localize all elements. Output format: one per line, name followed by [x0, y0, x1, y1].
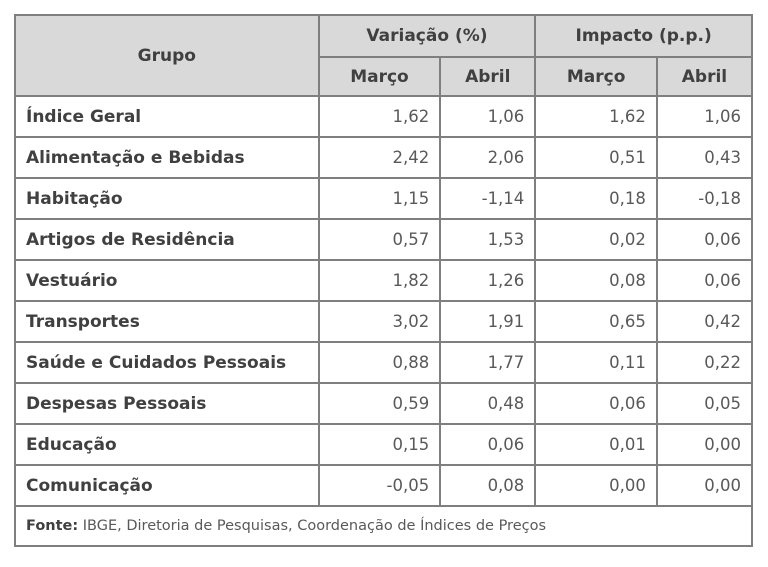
header-impact-april: Abril	[655, 56, 754, 97]
cell-value: 0,22	[655, 341, 754, 384]
row-label: Alimentação e Bebidas	[14, 136, 320, 179]
table-row: Artigos de Residência 0,57 1,53 0,02 0,0…	[14, 218, 754, 261]
cell-value: 0,00	[534, 464, 658, 507]
row-label: Educação	[14, 423, 320, 466]
table-row: Habitação 1,15 -1,14 0,18 -0,18	[14, 177, 754, 220]
cell-value: 0,00	[655, 423, 754, 466]
table-row: Despesas Pessoais 0,59 0,48 0,06 0,05	[14, 382, 754, 425]
header-impact-march: Março	[534, 56, 658, 97]
table-body: Índice Geral 1,62 1,06 1,62 1,06 Aliment…	[14, 95, 754, 507]
table-row: Vestuário 1,82 1,26 0,08 0,06	[14, 259, 754, 302]
cell-value: 1,06	[439, 95, 537, 138]
cell-value: 0,11	[534, 341, 658, 384]
ipca-table-container: Grupo Variação (%) Impacto (p.p.) Março …	[14, 14, 754, 547]
row-label: Índice Geral	[14, 95, 320, 138]
cell-value: 1,53	[439, 218, 537, 261]
cell-value: 0,00	[655, 464, 754, 507]
table-row: Educação 0,15 0,06 0,01 0,00	[14, 423, 754, 466]
cell-value: 0,57	[317, 218, 442, 261]
cell-value: -0,05	[317, 464, 442, 507]
cell-value: 0,05	[655, 382, 754, 425]
table-row: Transportes 3,02 1,91 0,65 0,42	[14, 300, 754, 343]
cell-value: 3,02	[317, 300, 442, 343]
cell-value: 0,06	[655, 218, 754, 261]
cell-value: 0,06	[655, 259, 754, 302]
ipca-groups-table: Grupo Variação (%) Impacto (p.p.) Março …	[14, 14, 754, 547]
source-label: Fonte:	[26, 518, 79, 534]
cell-value: 0,65	[534, 300, 658, 343]
cell-value: 0,02	[534, 218, 658, 261]
cell-value: 0,43	[655, 136, 754, 179]
row-label: Comunicação	[14, 464, 320, 507]
row-label: Artigos de Residência	[14, 218, 320, 261]
cell-value: 0,15	[317, 423, 442, 466]
header-group: Grupo	[14, 14, 320, 97]
header-variation: Variação (%)	[317, 14, 537, 58]
cell-value: 1,15	[317, 177, 442, 220]
cell-value: 0,08	[534, 259, 658, 302]
row-label: Saúde e Cuidados Pessoais	[14, 341, 320, 384]
row-label: Vestuário	[14, 259, 320, 302]
cell-value: 0,51	[534, 136, 658, 179]
table-header: Grupo Variação (%) Impacto (p.p.) Março …	[14, 14, 754, 97]
cell-value: 1,77	[439, 341, 537, 384]
table-row: Índice Geral 1,62 1,06 1,62 1,06	[14, 95, 754, 138]
cell-value: 0,88	[317, 341, 442, 384]
cell-value: 2,06	[439, 136, 537, 179]
cell-value: 1,62	[534, 95, 658, 138]
cell-value: 1,26	[439, 259, 537, 302]
row-label: Despesas Pessoais	[14, 382, 320, 425]
cell-value: 1,06	[655, 95, 754, 138]
cell-value: 0,06	[439, 423, 537, 466]
table-row: Alimentação e Bebidas 2,42 2,06 0,51 0,4…	[14, 136, 754, 179]
cell-value: 0,42	[655, 300, 754, 343]
row-label: Habitação	[14, 177, 320, 220]
cell-value: 0,48	[439, 382, 537, 425]
cell-value: 0,01	[534, 423, 658, 466]
cell-value: -1,14	[439, 177, 537, 220]
cell-value: 1,91	[439, 300, 537, 343]
table-row: Saúde e Cuidados Pessoais 0,88 1,77 0,11…	[14, 341, 754, 384]
cell-value: 0,08	[439, 464, 537, 507]
source-row: Fonte: IBGE, Diretoria de Pesquisas, Coo…	[14, 505, 753, 547]
cell-value: 0,59	[317, 382, 442, 425]
cell-value: 0,18	[534, 177, 658, 220]
source-cell: Fonte: IBGE, Diretoria de Pesquisas, Coo…	[14, 505, 753, 547]
cell-value: 1,62	[317, 95, 442, 138]
cell-value: -0,18	[655, 177, 754, 220]
cell-value: 2,42	[317, 136, 442, 179]
source-text: IBGE, Diretoria de Pesquisas, Coordenaçã…	[82, 518, 547, 534]
header-variation-march: Março	[317, 56, 442, 97]
header-variation-april: Abril	[439, 56, 537, 97]
cell-value: 0,06	[534, 382, 658, 425]
header-impact: Impacto (p.p.)	[534, 14, 753, 58]
table-row: Comunicação -0,05 0,08 0,00 0,00	[14, 464, 754, 507]
row-label: Transportes	[14, 300, 320, 343]
table-footer: Fonte: IBGE, Diretoria de Pesquisas, Coo…	[14, 505, 753, 547]
cell-value: 1,82	[317, 259, 442, 302]
